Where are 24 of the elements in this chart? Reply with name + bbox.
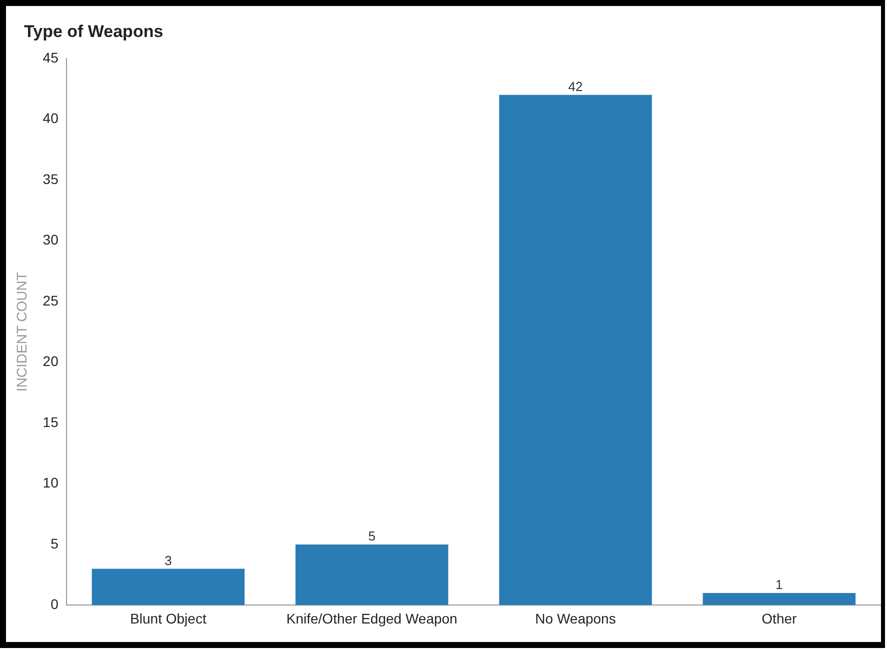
data-label: 5: [368, 528, 376, 544]
y-tick-label: 40: [42, 110, 59, 126]
y-axis-title: INCIDENT COUNT: [13, 272, 30, 392]
x-tick-label: No Weapons: [535, 610, 616, 626]
bar: [702, 593, 856, 606]
y-tick-label: 15: [42, 414, 59, 430]
chart-title: Type of Weapons: [24, 22, 164, 42]
y-tick-label: 0: [50, 596, 59, 612]
data-label: 3: [164, 552, 172, 568]
data-label: 1: [776, 577, 783, 592]
x-tick-label: Knife/Other Edged Weapon: [286, 610, 458, 626]
x-tick-label: Blunt Object: [130, 610, 206, 626]
y-tick-label: 45: [42, 49, 59, 66]
y-tick-label: 10: [42, 474, 59, 491]
y-tick-label: 30: [42, 232, 59, 248]
y-tick-label: 5: [50, 535, 59, 552]
bar: [499, 94, 652, 606]
bar: [295, 544, 448, 606]
y-tick-label: 25: [42, 292, 59, 308]
y-tick-label: 35: [42, 170, 59, 187]
x-tick-label: Other: [762, 610, 798, 626]
y-tick-label: 20: [42, 353, 59, 370]
data-label: 42: [568, 78, 583, 94]
bar: [92, 568, 245, 606]
